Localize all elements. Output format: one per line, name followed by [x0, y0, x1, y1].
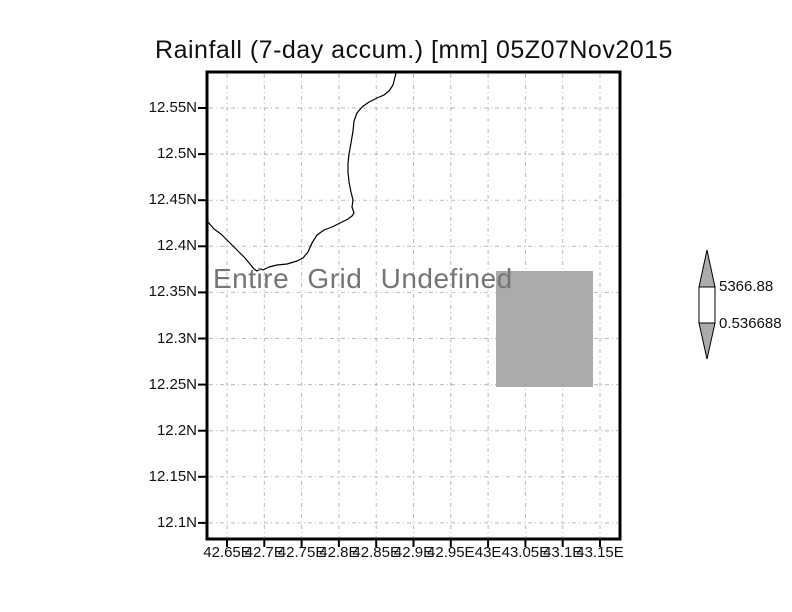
lon-tick-label: 42.8E: [319, 544, 359, 561]
lon-tick-label: 43.15E: [576, 544, 624, 561]
axis-ticks: [198, 107, 601, 547]
lat-tick-label: 12.35N: [148, 283, 197, 301]
lat-tick-label: 12.1N: [156, 513, 197, 531]
coastline-path: [207, 72, 397, 272]
lon-tick-label: 42.65E: [203, 544, 251, 561]
lat-tick-label: 12.4N: [156, 237, 197, 255]
lon-tick-label: 43E: [474, 544, 502, 561]
lat-tick-label: 12.15N: [148, 467, 197, 485]
lat-tick-label: 12.55N: [148, 99, 197, 116]
undefined-shade-rect: [496, 271, 593, 387]
lat-tick-label: 12.2N: [156, 421, 197, 439]
lon-tick-label: 42.85E: [352, 544, 400, 561]
lat-tick-label: 12.25N: [148, 375, 197, 393]
colorbar-lower-arrow-icon: [698, 322, 716, 360]
undefined-grid-text: Entire Grid Undefined: [213, 263, 513, 294]
colorbar-max-label: 5366.88: [719, 278, 774, 295]
colorbar-upper-arrow-icon: [698, 249, 716, 288]
colorbar: [698, 249, 716, 360]
lat-tick-label: 12.45N: [148, 191, 197, 209]
colorbar-band: [698, 286, 716, 324]
plot-title: Rainfall (7-day accum.) [mm] 05Z07Nov201…: [155, 36, 673, 64]
colorbar-min-label: 0.536688: [719, 315, 782, 332]
lon-tick-label: 42.9E: [393, 544, 434, 561]
lon-tick-label: 42.95E: [427, 544, 475, 561]
lon-tick-label: 43.05E: [501, 544, 550, 561]
lon-tick-label: 42.7E: [244, 544, 284, 561]
lon-tick-label: 43.1E: [543, 544, 583, 561]
lon-tick-label: 42.75E: [277, 544, 326, 561]
lat-tick-label: 12.5N: [156, 145, 197, 163]
lat-tick-label: 12.3N: [156, 329, 197, 347]
